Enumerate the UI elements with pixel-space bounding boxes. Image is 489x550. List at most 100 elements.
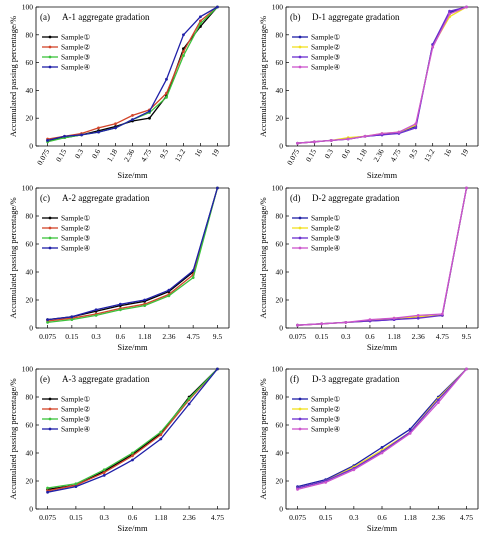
- x-axis-title: Size/mm: [117, 523, 148, 533]
- panel-label: (d): [290, 193, 301, 203]
- x-tick-label: 0.075: [289, 513, 306, 522]
- x-tick-label: 9.5: [462, 332, 472, 341]
- y-tick-label: 100: [22, 184, 34, 193]
- legend-marker: [48, 65, 52, 69]
- legend-label: Sample④: [311, 63, 340, 72]
- legend-label: Sample①: [61, 33, 90, 42]
- data-point: [416, 314, 420, 317]
- y-tick-label: 80: [276, 30, 284, 39]
- data-point: [344, 321, 348, 324]
- data-point: [320, 322, 324, 326]
- legend-label: Sample④: [61, 63, 90, 72]
- legend-marker: [48, 427, 52, 431]
- legend-marker: [298, 35, 302, 39]
- x-tick-label: 0.6: [377, 513, 387, 522]
- data-point: [191, 276, 195, 279]
- y-tick-label: 0: [29, 505, 33, 514]
- x-tick-label: 0.075: [289, 332, 306, 341]
- x-tick-label: 0.6: [339, 147, 352, 160]
- series-line: [297, 187, 468, 326]
- y-tick-label: 80: [26, 30, 34, 39]
- data-point: [165, 95, 168, 99]
- legend-marker: [298, 226, 302, 230]
- data-point: [131, 114, 134, 117]
- panel-title: A-3 aggregate gradation: [62, 374, 150, 384]
- data-point: [118, 308, 122, 312]
- y-tick-label: 20: [26, 296, 34, 305]
- series-line: [47, 187, 219, 324]
- x-axis-title: Size/mm: [367, 523, 398, 533]
- series-line: [47, 187, 219, 321]
- y-tick-label: 20: [26, 477, 34, 486]
- legend-label: Sample②: [61, 405, 90, 414]
- y-tick-label: 100: [272, 365, 284, 374]
- data-point: [94, 308, 98, 312]
- data-point: [448, 9, 451, 13]
- legend-label: Sample①: [61, 214, 90, 223]
- data-point: [296, 488, 299, 491]
- y-tick-label: 60: [26, 421, 34, 430]
- x-tick-label: 2.36: [122, 147, 136, 163]
- y-axis-title: Accumulated passing percentage/%: [258, 378, 268, 499]
- legend-marker: [48, 397, 52, 401]
- x-tick-label: 1.18: [154, 513, 167, 522]
- data-point: [216, 5, 219, 9]
- x-tick-label: 0.075: [35, 147, 51, 166]
- data-point: [440, 312, 444, 316]
- y-tick-label: 60: [276, 240, 284, 249]
- x-tick-label: 1.18: [138, 332, 151, 341]
- legend-label: Sample③: [311, 234, 340, 243]
- x-tick-label: 0.3: [341, 332, 351, 341]
- data-point: [182, 54, 185, 58]
- x-tick-label: 0.15: [319, 513, 332, 522]
- x-axis-title: Size/mm: [117, 342, 148, 352]
- legend-label: Sample④: [311, 425, 340, 434]
- legend-marker: [48, 236, 52, 240]
- data-point: [313, 140, 316, 144]
- x-tick-label: 0.15: [69, 513, 82, 522]
- x-tick-label: 0.3: [73, 147, 86, 160]
- y-tick-label: 40: [26, 86, 34, 95]
- x-tick-label: 0.6: [116, 332, 126, 341]
- data-point: [380, 451, 384, 455]
- y-tick-label: 60: [276, 58, 284, 67]
- x-tick-label: 1.18: [404, 513, 417, 522]
- data-point: [46, 486, 49, 490]
- y-tick-label: 20: [276, 477, 284, 486]
- legend-label: Sample①: [311, 33, 340, 42]
- data-point: [392, 316, 396, 320]
- y-axis-title: Accumulated passing percentage/%: [8, 197, 18, 318]
- legend-label: Sample①: [61, 395, 90, 404]
- data-point: [465, 186, 468, 190]
- data-point: [167, 294, 171, 298]
- data-point: [465, 367, 468, 371]
- y-axis-title: Accumulated passing percentage/%: [8, 16, 18, 137]
- x-tick-label: 0.15: [315, 332, 328, 341]
- data-point: [416, 316, 420, 320]
- x-tick-label: 4.75: [436, 332, 449, 341]
- y-tick-label: 40: [276, 449, 284, 458]
- y-tick-label: 80: [26, 393, 34, 402]
- y-tick-label: 20: [276, 296, 284, 305]
- panel-title: D-1 aggregate gradation: [312, 12, 400, 22]
- x-tick-label: 9.5: [158, 147, 171, 160]
- data-point: [397, 130, 401, 134]
- data-point: [182, 50, 185, 53]
- x-tick-label: 9.5: [213, 332, 223, 341]
- data-point: [114, 122, 117, 126]
- x-tick-label: 0.3: [91, 332, 101, 341]
- y-tick-label: 0: [279, 324, 283, 333]
- data-point: [363, 134, 367, 138]
- data-point: [465, 5, 468, 9]
- legend-marker: [298, 417, 302, 421]
- data-point: [216, 186, 219, 190]
- legend-marker: [298, 55, 302, 59]
- legend-marker: [48, 45, 52, 49]
- legend-marker: [48, 246, 52, 250]
- x-tick-label: 2.36: [183, 513, 196, 522]
- series-line: [297, 187, 468, 326]
- data-point: [102, 474, 106, 477]
- data-point: [187, 402, 191, 406]
- data-point: [148, 116, 151, 120]
